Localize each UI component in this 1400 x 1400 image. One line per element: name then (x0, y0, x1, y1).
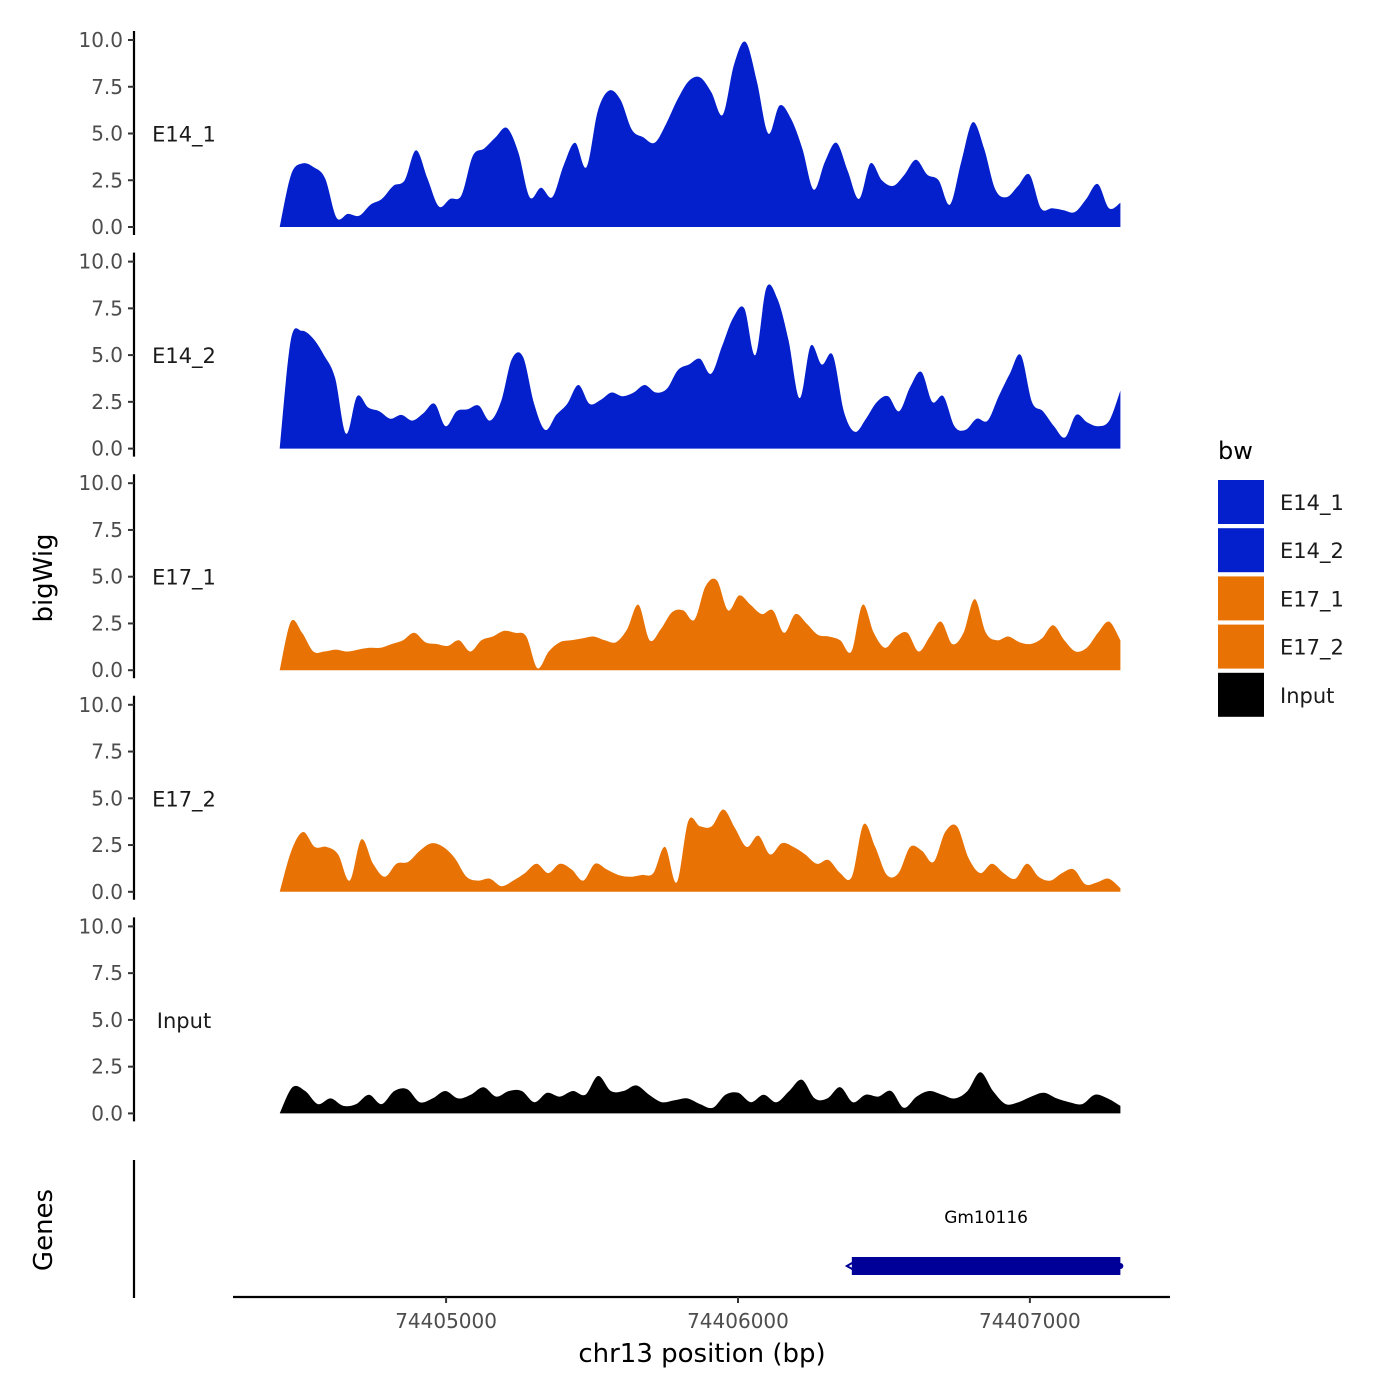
y-tick-label: 7.5 (91, 518, 123, 542)
gene-gm10116: Gm10116 (844, 1208, 1124, 1275)
track-panel-e17_2: 0.0 2.5 5.0 7.5 10.0 E17_2 (78, 693, 1121, 904)
y-tick-label: 2.5 (91, 168, 123, 192)
coverage-area-e17_2 (279, 809, 1121, 892)
x-tick-label: 74407000 (979, 1309, 1081, 1333)
genes-axis-title: Genes (29, 1189, 59, 1271)
strand-arrow (844, 1261, 855, 1271)
track-label-e14_2: E14_2 (152, 344, 216, 369)
track-label-e17_2: E17_2 (152, 787, 216, 812)
y-tick-label: 10.0 (78, 28, 123, 52)
track-panel-input: 0.0 2.5 5.0 7.5 10.0 Input (78, 914, 1121, 1125)
x-tick-label: 74406000 (687, 1309, 789, 1333)
y-tick-label: 0.0 (91, 437, 123, 461)
genes-layer: Gm10116 (132, 1160, 1124, 1298)
y-tick-label: 2.5 (91, 1055, 123, 1079)
x-axis-title: chr13 position (bp) (578, 1339, 825, 1369)
coverage-area-e14_2 (279, 284, 1121, 449)
y-tick-label: 2.5 (91, 611, 123, 635)
y-tick-label: 2.5 (91, 833, 123, 857)
legend-swatch (1218, 480, 1264, 524)
legend-label: E17_1 (1280, 587, 1344, 612)
y-tick-label: 5.0 (91, 565, 123, 589)
legend-item-input: Input (1218, 672, 1334, 717)
coverage-area-e14_1 (279, 41, 1121, 227)
legend-swatch (1218, 576, 1264, 621)
y-tick-label: 0.0 (91, 880, 123, 904)
legend-label: Input (1280, 684, 1334, 708)
y-tick-label: 5.0 (91, 343, 123, 367)
y-tick-label: 5.0 (91, 1008, 123, 1032)
legend: bw E14_1 E14_2 E17_1 E17_2 Input (1218, 437, 1344, 717)
y-tick-label: 10.0 (78, 471, 123, 495)
legend-item-e14_2: E14_2 (1218, 528, 1344, 573)
y-tick-label: 0.0 (91, 658, 123, 682)
legend-swatch (1218, 624, 1264, 669)
legend-item-e14_1: E14_1 (1218, 480, 1344, 524)
y-tick-label: 7.5 (91, 75, 123, 99)
coverage-area-e17_1 (279, 578, 1121, 671)
gene-label: Gm10116 (944, 1208, 1028, 1228)
legend-label: E14_1 (1280, 491, 1344, 516)
track-panel-e14_2: 0.0 2.5 5.0 7.5 10.0 E14_2 (78, 250, 1121, 461)
y-tick-label: 10.0 (78, 914, 123, 938)
y-tick-label: 0.0 (91, 215, 123, 239)
x-tick-label: 74405000 (395, 1309, 497, 1333)
y-tick-label: 7.5 (91, 961, 123, 985)
legend-label: E17_2 (1280, 636, 1344, 661)
y-tick-label: 10.0 (78, 693, 123, 717)
y-tick-label: 5.0 (91, 122, 123, 146)
track-label-e17_1: E17_1 (152, 566, 216, 591)
track-label-e14_1: E14_1 (152, 123, 216, 148)
y-axis-title: bigWig (29, 533, 59, 622)
y-tick-label: 0.0 (91, 1101, 123, 1125)
gene-end-mark (1117, 1263, 1124, 1269)
legend-item-e17_2: E17_2 (1218, 624, 1344, 669)
track-panel-e17_1: 0.0 2.5 5.0 7.5 10.0 E17_1 (78, 471, 1121, 682)
y-tick-label: 2.5 (91, 390, 123, 414)
legend-label: E14_2 (1280, 539, 1344, 564)
coverage-area-input (279, 1072, 1121, 1114)
legend-title: bw (1218, 437, 1253, 465)
track-panel-e14_1: 0.0 2.5 5.0 7.5 10.0 E14_1 (78, 28, 1121, 239)
y-tick-label: 5.0 (91, 786, 123, 810)
y-tick-label: 7.5 (91, 740, 123, 764)
gene-body (851, 1257, 1121, 1275)
legend-item-e17_1: E17_1 (1218, 576, 1344, 621)
y-tick-label: 7.5 (91, 296, 123, 320)
x-axis: 74405000 74406000 74407000 (233, 1295, 1170, 1333)
tracks-layer: 0.0 2.5 5.0 7.5 10.0 E14_1 0.0 2.5 5.0 7.5 10.0 E14… (78, 28, 1121, 1125)
legend-swatch (1218, 672, 1264, 717)
legend-swatch (1218, 528, 1264, 573)
track-label-input: Input (157, 1009, 211, 1033)
y-tick-label: 10.0 (78, 250, 123, 274)
